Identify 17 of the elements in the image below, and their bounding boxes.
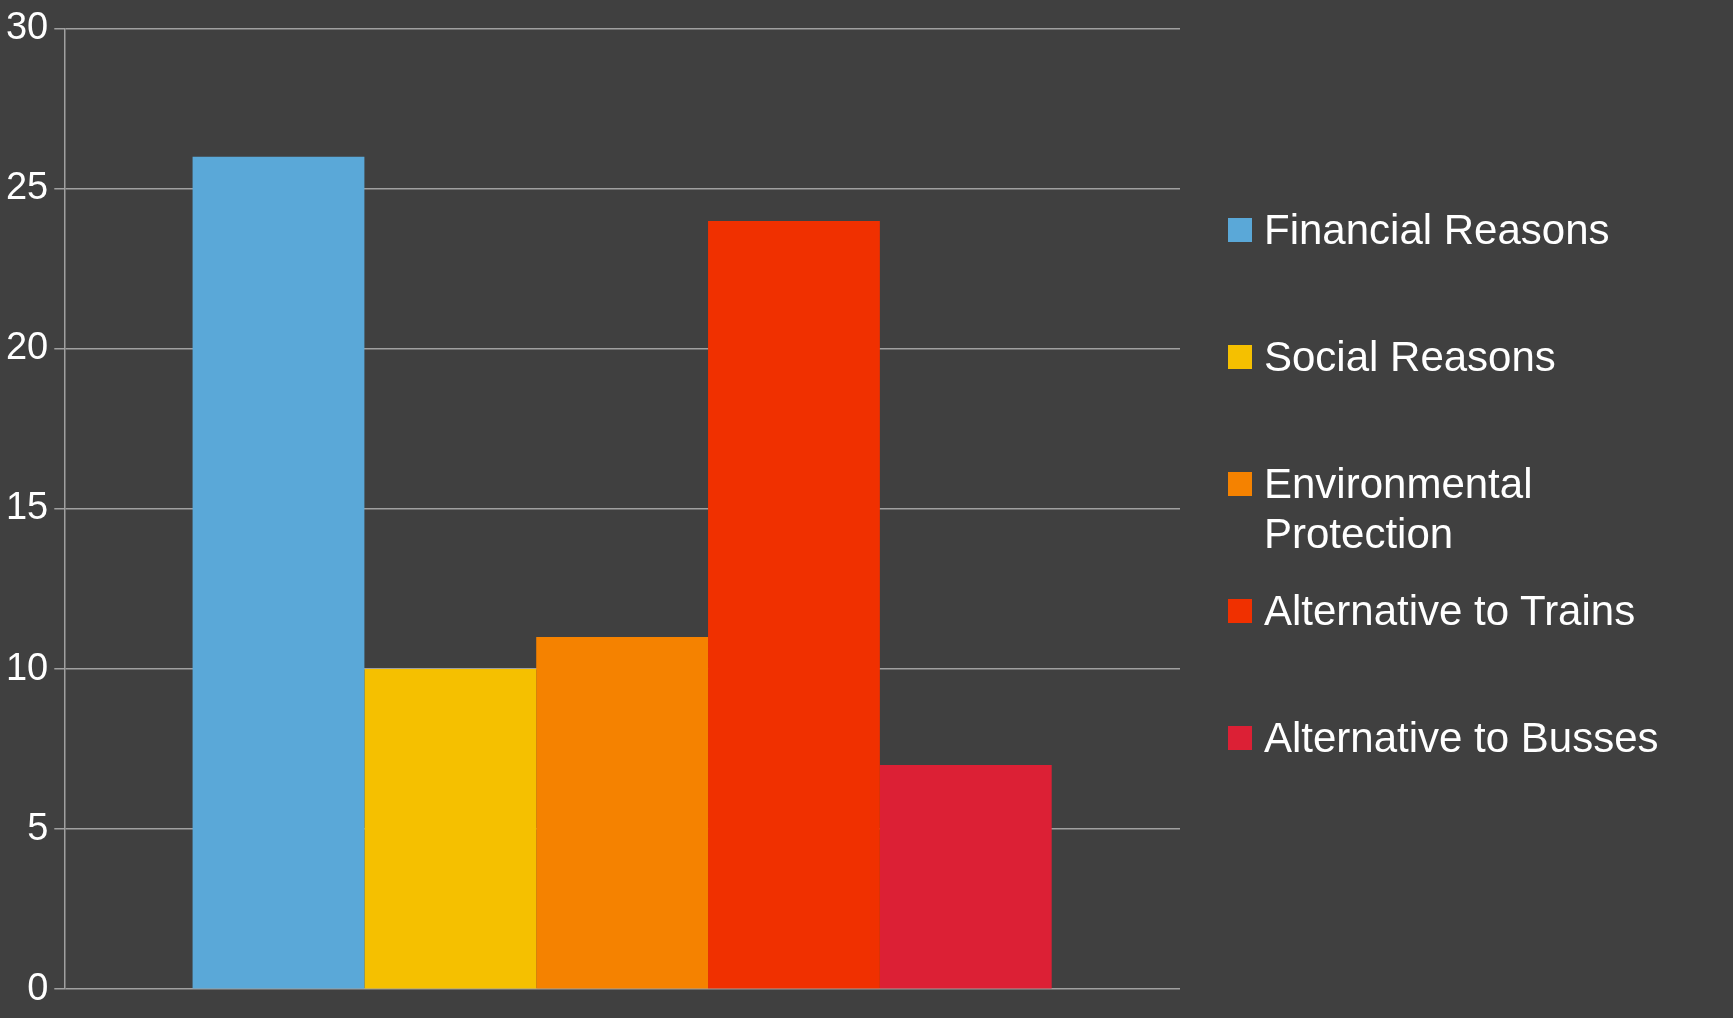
y-tick-label: 10 <box>5 645 49 688</box>
bar <box>708 220 880 989</box>
bar <box>364 669 537 989</box>
legend-label: Social Reasons <box>1264 332 1556 382</box>
legend-label: Environmental Protection <box>1264 459 1534 560</box>
y-tick-label: 0 <box>27 965 49 1008</box>
y-tick-label: 20 <box>5 325 49 368</box>
legend-label: Alternative to Busses <box>1264 713 1659 763</box>
y-tick-label: 15 <box>5 485 49 528</box>
y-tick-label: 25 <box>5 165 49 208</box>
y-tick-label: 30 <box>5 5 49 48</box>
bar <box>536 637 709 989</box>
y-tick-label: 5 <box>27 805 49 848</box>
legend-label: Alternative to Trains <box>1264 586 1636 636</box>
bar <box>192 156 365 989</box>
legend-label: Financial Reasons <box>1264 205 1610 255</box>
bar <box>879 765 1052 989</box>
